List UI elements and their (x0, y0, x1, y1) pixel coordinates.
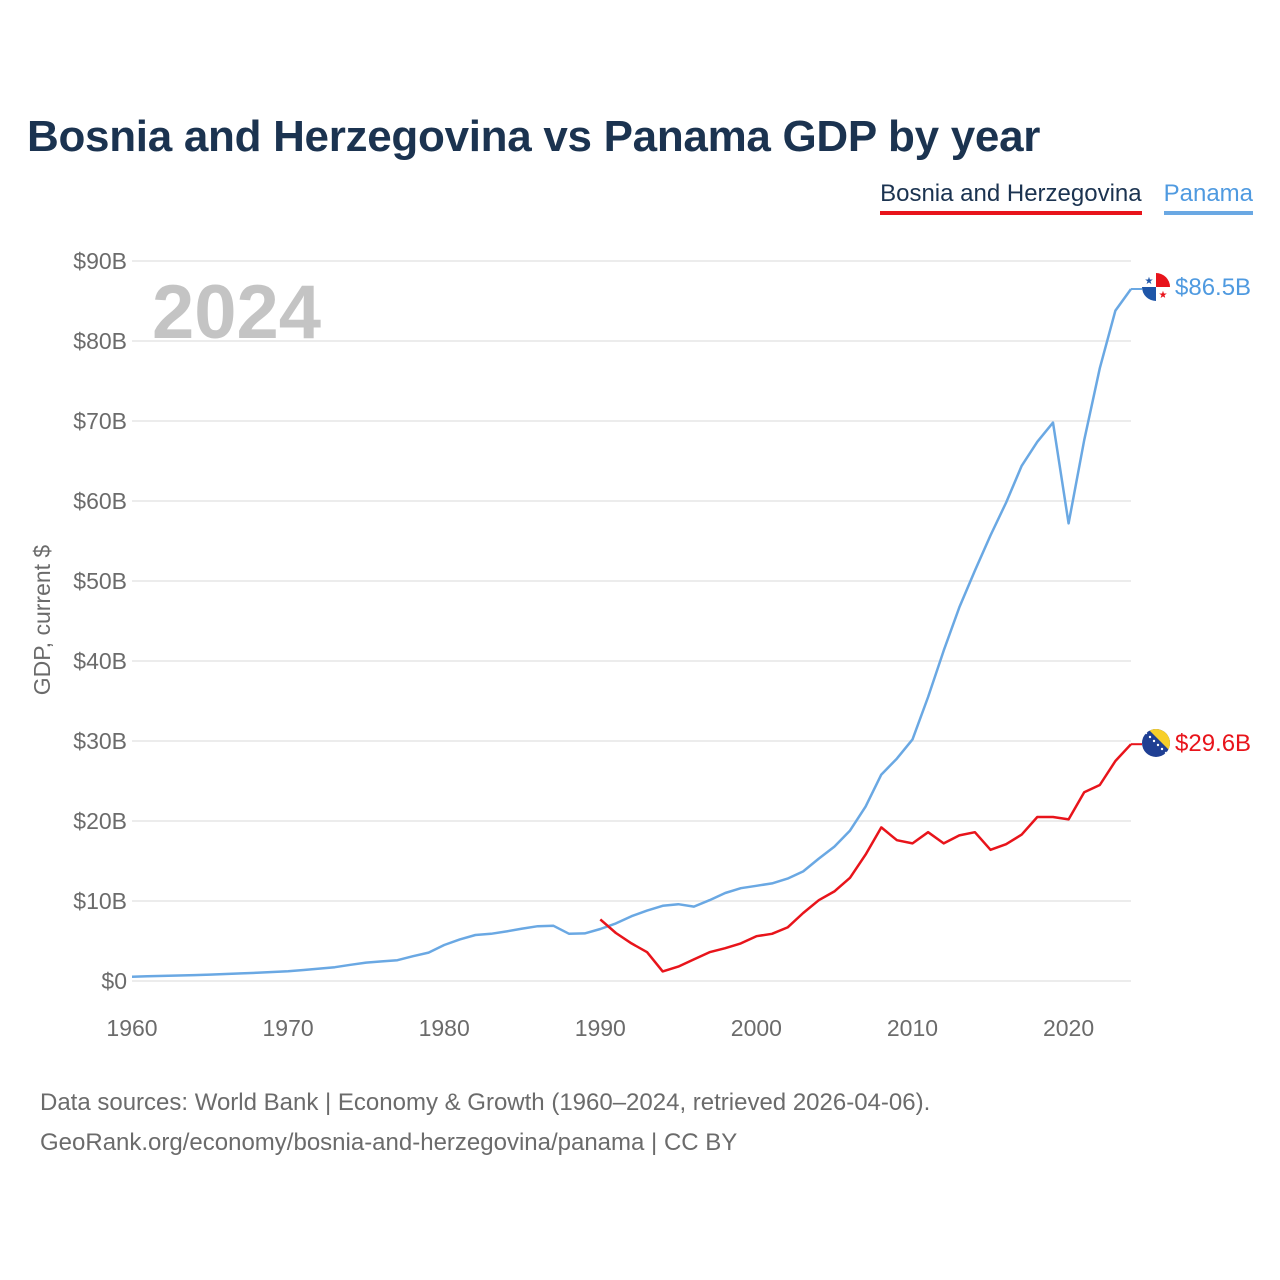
y-tick-label: $80B (73, 328, 127, 354)
y-tick-label: $70B (73, 408, 127, 434)
gridlines (132, 260, 1131, 982)
y-tick-label: $20B (73, 808, 127, 834)
y-axis-ticks: $0 $10B $20B $30B $40B $50B $60B $70B $80B $90B (73, 248, 127, 994)
svg-text:★: ★ (1159, 290, 1168, 301)
bosnia-flag-icon (1142, 729, 1170, 757)
line-chart: $0 $10B $20B $30B $40B $50B $60B $70B $80B $90B 1… (29, 248, 1251, 1041)
x-axis-ticks: 1960 1970 1980 1990 2000 2010 2020 (106, 1015, 1094, 1041)
x-tick-label: 2000 (731, 1015, 782, 1041)
x-tick-label: 1980 (419, 1015, 470, 1041)
series-line-bih (599, 743, 1132, 973)
sources-line-2: GeoRank.org/economy/bosnia-and-herzegovi… (40, 1129, 738, 1156)
x-tick-label: 1970 (263, 1015, 314, 1041)
legend: Bosnia and Herzegovina Panama (880, 180, 1253, 215)
y-tick-label: $10B (73, 888, 127, 914)
y-tick-label: $90B (73, 248, 127, 274)
x-tick-label: 2020 (1043, 1015, 1094, 1041)
y-axis-label: GDP, current $ (29, 545, 55, 696)
series-lines (131, 288, 1142, 978)
x-tick-label: 2010 (887, 1015, 938, 1041)
bosnia-end-label: $29.6B (1175, 730, 1251, 757)
chart-title: Bosnia and Herzegovina vs Panama GDP by … (27, 112, 1041, 161)
y-tick-label: $30B (73, 728, 127, 754)
legend-bosnia-and-herzegovina[interactable]: Bosnia and Herzegovina (880, 180, 1142, 215)
x-tick-label: 1990 (575, 1015, 626, 1041)
sources-line-1: Data sources: World Bank | Economy & Gro… (40, 1089, 931, 1116)
panama-end-label: $86.5B (1175, 274, 1251, 301)
data-sources: Data sources: World Bank | Economy & Gro… (40, 1083, 930, 1163)
y-tick-label: $60B (73, 488, 127, 514)
panama-flag-icon: ★ ★ (1142, 273, 1170, 301)
year-watermark: 2024 (152, 270, 321, 355)
x-tick-label: 1960 (106, 1015, 157, 1041)
y-tick-label: $40B (73, 648, 127, 674)
legend-panama[interactable]: Panama (1163, 180, 1253, 215)
svg-text:★: ★ (1145, 276, 1154, 287)
y-tick-label: $50B (73, 568, 127, 594)
y-tick-label: $0 (101, 968, 127, 994)
series-line-pan (131, 288, 1133, 978)
